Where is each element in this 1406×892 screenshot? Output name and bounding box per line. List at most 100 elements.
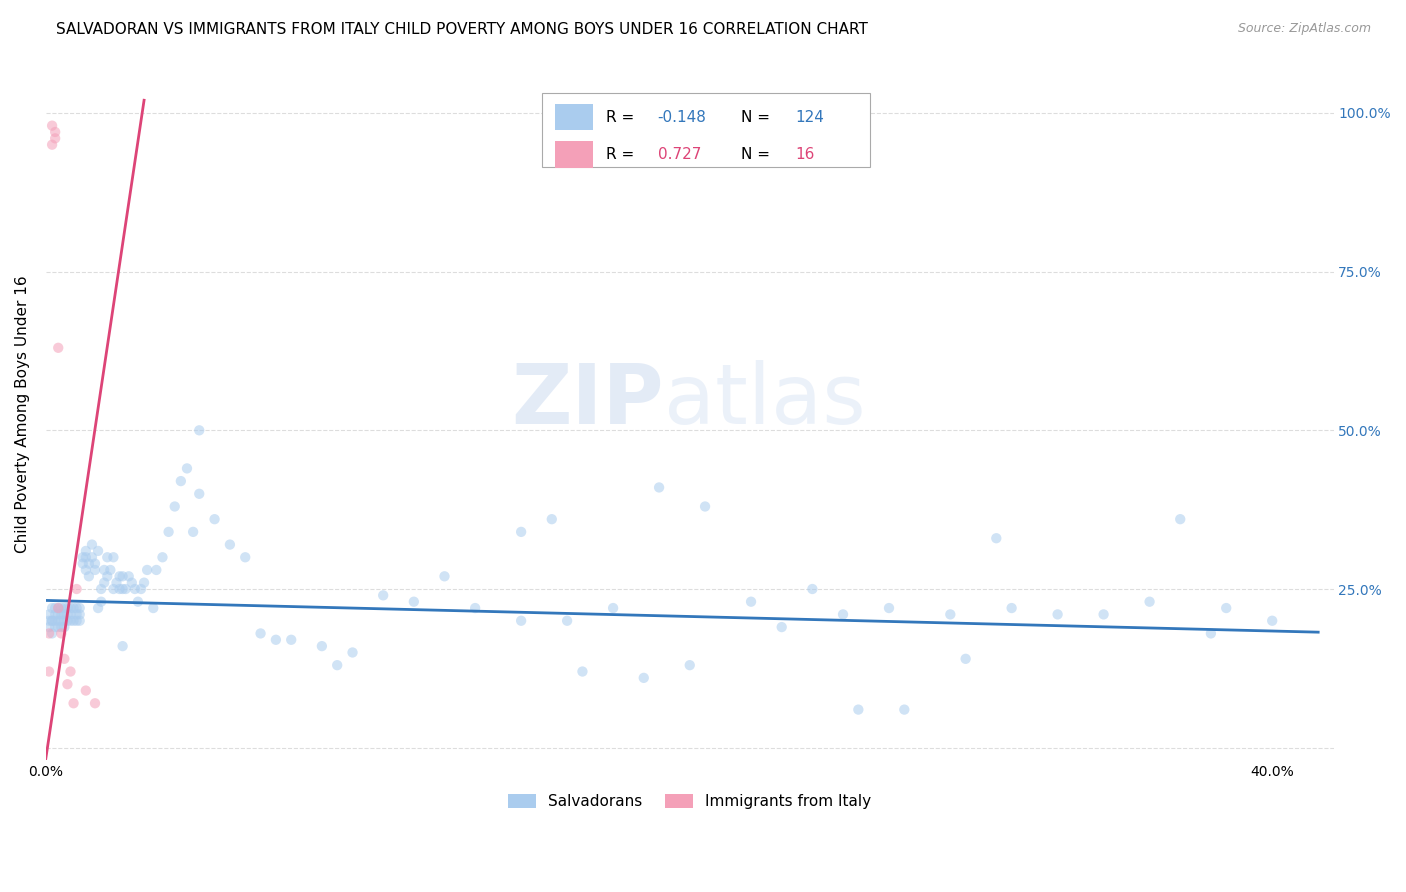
Text: N =: N = bbox=[741, 147, 770, 161]
Point bbox=[1092, 607, 1115, 622]
Point bbox=[170, 474, 193, 488]
Point bbox=[132, 575, 155, 590]
Point bbox=[233, 550, 256, 565]
Point bbox=[142, 601, 165, 615]
Point bbox=[77, 569, 100, 583]
Point bbox=[56, 601, 79, 615]
Point bbox=[66, 601, 89, 615]
Point bbox=[955, 652, 977, 666]
Point bbox=[1139, 595, 1161, 609]
Point bbox=[44, 125, 66, 139]
Point bbox=[433, 569, 456, 583]
Point bbox=[84, 696, 107, 710]
Point bbox=[44, 601, 66, 615]
Point bbox=[41, 137, 63, 152]
Point bbox=[87, 601, 110, 615]
Point bbox=[1001, 601, 1024, 615]
Point bbox=[124, 582, 146, 596]
Point bbox=[77, 557, 100, 571]
Text: 124: 124 bbox=[796, 110, 824, 125]
Point bbox=[56, 614, 79, 628]
Point bbox=[280, 632, 302, 647]
Point bbox=[46, 601, 69, 615]
Point bbox=[51, 607, 73, 622]
FancyBboxPatch shape bbox=[554, 141, 593, 168]
Text: ZIP: ZIP bbox=[512, 360, 664, 442]
Point bbox=[51, 601, 73, 615]
Point bbox=[84, 563, 107, 577]
Legend: Salvadorans, Immigrants from Italy: Salvadorans, Immigrants from Italy bbox=[502, 788, 877, 815]
Text: Source: ZipAtlas.com: Source: ZipAtlas.com bbox=[1237, 22, 1371, 36]
Point bbox=[986, 531, 1008, 545]
Point bbox=[181, 524, 204, 539]
Point bbox=[103, 550, 125, 565]
Point bbox=[373, 588, 395, 602]
Point bbox=[740, 595, 762, 609]
Point bbox=[93, 575, 115, 590]
Point bbox=[96, 550, 118, 565]
Point bbox=[66, 607, 89, 622]
Point bbox=[44, 620, 66, 634]
Point bbox=[342, 645, 364, 659]
Point bbox=[832, 607, 855, 622]
Point bbox=[66, 614, 89, 628]
Point bbox=[90, 582, 112, 596]
Point bbox=[103, 582, 125, 596]
Point bbox=[693, 500, 716, 514]
Point bbox=[51, 614, 73, 628]
Point bbox=[46, 614, 69, 628]
Point bbox=[326, 658, 349, 673]
Point bbox=[219, 538, 242, 552]
Point bbox=[59, 601, 82, 615]
Point bbox=[38, 626, 60, 640]
Point bbox=[1215, 601, 1237, 615]
Point bbox=[145, 563, 167, 577]
Point bbox=[249, 626, 271, 640]
Text: 0.727: 0.727 bbox=[658, 147, 702, 161]
Point bbox=[53, 620, 76, 634]
Point bbox=[127, 595, 149, 609]
Point bbox=[44, 131, 66, 145]
Point bbox=[877, 601, 900, 615]
Text: R =: R = bbox=[606, 147, 634, 161]
Point bbox=[75, 563, 97, 577]
Point bbox=[111, 582, 134, 596]
Point bbox=[157, 524, 180, 539]
Point bbox=[93, 563, 115, 577]
Point bbox=[801, 582, 824, 596]
Point bbox=[46, 601, 69, 615]
Point bbox=[41, 626, 63, 640]
Point bbox=[111, 639, 134, 653]
FancyBboxPatch shape bbox=[541, 93, 870, 168]
Point bbox=[770, 620, 793, 634]
Point bbox=[62, 601, 84, 615]
Point bbox=[46, 341, 69, 355]
Point bbox=[1046, 607, 1069, 622]
Point bbox=[96, 569, 118, 583]
Point bbox=[163, 500, 186, 514]
Point bbox=[204, 512, 226, 526]
Point bbox=[679, 658, 702, 673]
Point bbox=[72, 550, 94, 565]
Point bbox=[62, 696, 84, 710]
Point bbox=[188, 423, 211, 437]
Point bbox=[602, 601, 624, 615]
Point bbox=[53, 607, 76, 622]
Point bbox=[87, 544, 110, 558]
Point bbox=[1261, 614, 1284, 628]
Point bbox=[38, 607, 60, 622]
Y-axis label: Child Poverty Among Boys Under 16: Child Poverty Among Boys Under 16 bbox=[15, 276, 30, 553]
Point bbox=[90, 595, 112, 609]
Point bbox=[51, 626, 73, 640]
Point bbox=[402, 595, 425, 609]
Point bbox=[176, 461, 198, 475]
Point bbox=[46, 607, 69, 622]
Point bbox=[80, 550, 103, 565]
Point bbox=[46, 620, 69, 634]
Point bbox=[38, 665, 60, 679]
Point bbox=[311, 639, 333, 653]
Point bbox=[66, 582, 89, 596]
Point bbox=[84, 557, 107, 571]
Point bbox=[38, 620, 60, 634]
Point bbox=[846, 703, 869, 717]
